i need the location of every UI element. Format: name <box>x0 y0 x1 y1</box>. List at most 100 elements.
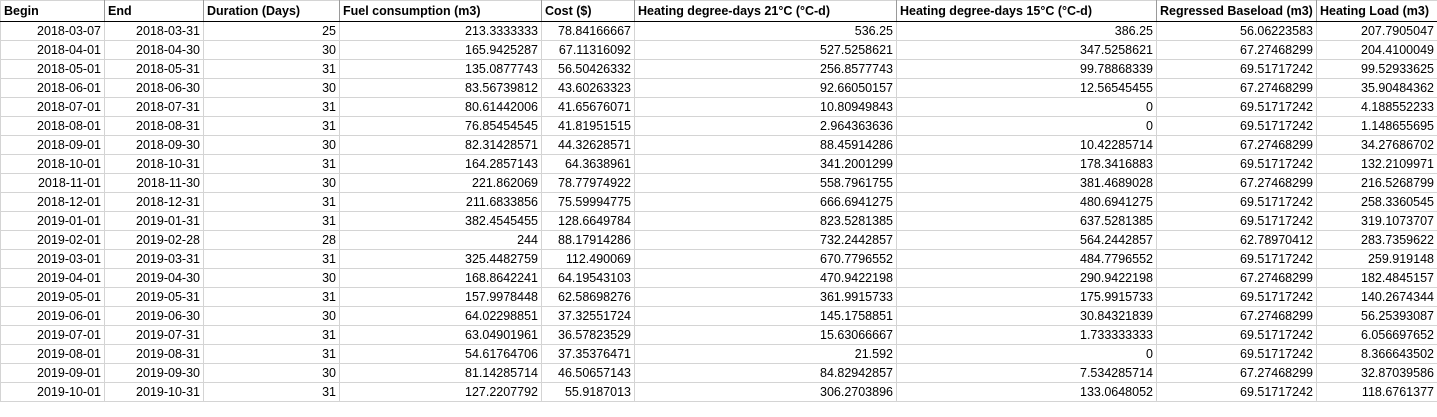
end-cell[interactable]: 2018-03-31 <box>104 21 204 41</box>
cost-cell[interactable]: 46.50657143 <box>541 363 635 383</box>
end-cell[interactable]: 2018-04-30 <box>104 40 204 60</box>
begin-cell[interactable]: 2018-06-01 <box>0 78 105 98</box>
regressed-baseload-cell[interactable]: 69.51717242 <box>1156 287 1317 307</box>
duration-cell[interactable]: 30 <box>203 363 340 383</box>
hdd-21-cell[interactable]: 823.5281385 <box>634 211 897 231</box>
begin-cell[interactable]: 2019-05-01 <box>0 287 105 307</box>
regressed-baseload-cell[interactable]: 67.27468299 <box>1156 135 1317 155</box>
end-cell[interactable]: 2019-04-30 <box>104 268 204 288</box>
cost-cell[interactable]: 37.32551724 <box>541 306 635 326</box>
end-cell[interactable]: 2019-01-31 <box>104 211 204 231</box>
column-header-fuel-consumption[interactable]: Fuel consumption (m3) <box>339 0 542 22</box>
end-cell[interactable]: 2018-08-31 <box>104 116 204 136</box>
heating-load-cell[interactable]: 258.3360545 <box>1316 192 1437 212</box>
hdd-15-cell[interactable]: 564.2442857 <box>896 230 1157 250</box>
fuel-consumption-cell[interactable]: 54.61764706 <box>339 344 542 364</box>
duration-cell[interactable]: 30 <box>203 268 340 288</box>
hdd-21-cell[interactable]: 15.63066667 <box>634 325 897 345</box>
end-cell[interactable]: 2018-10-31 <box>104 154 204 174</box>
fuel-consumption-cell[interactable]: 82.31428571 <box>339 135 542 155</box>
regressed-baseload-cell[interactable]: 56.06223583 <box>1156 21 1317 41</box>
cost-cell[interactable]: 88.17914286 <box>541 230 635 250</box>
begin-cell[interactable]: 2019-09-01 <box>0 363 105 383</box>
regressed-baseload-cell[interactable]: 67.27468299 <box>1156 78 1317 98</box>
regressed-baseload-cell[interactable]: 69.51717242 <box>1156 154 1317 174</box>
column-header-cost[interactable]: Cost ($) <box>541 0 635 22</box>
hdd-21-cell[interactable]: 536.25 <box>634 21 897 41</box>
begin-cell[interactable]: 2019-01-01 <box>0 211 105 231</box>
heating-load-cell[interactable]: 182.4845157 <box>1316 268 1437 288</box>
regressed-baseload-cell[interactable]: 69.51717242 <box>1156 382 1317 402</box>
hdd-15-cell[interactable]: 484.7796552 <box>896 249 1157 269</box>
fuel-consumption-cell[interactable]: 157.9978448 <box>339 287 542 307</box>
fuel-consumption-cell[interactable]: 213.3333333 <box>339 21 542 41</box>
hdd-15-cell[interactable]: 30.84321839 <box>896 306 1157 326</box>
end-cell[interactable]: 2019-07-31 <box>104 325 204 345</box>
end-cell[interactable]: 2018-05-31 <box>104 59 204 79</box>
hdd-15-cell[interactable]: 7.534285714 <box>896 363 1157 383</box>
heating-load-cell[interactable]: 283.7359622 <box>1316 230 1437 250</box>
hdd-21-cell[interactable]: 10.80949843 <box>634 97 897 117</box>
column-header-duration[interactable]: Duration (Days) <box>203 0 340 22</box>
heating-load-cell[interactable]: 4.188552233 <box>1316 97 1437 117</box>
duration-cell[interactable]: 31 <box>203 116 340 136</box>
cost-cell[interactable]: 56.50426332 <box>541 59 635 79</box>
cost-cell[interactable]: 128.6649784 <box>541 211 635 231</box>
regressed-baseload-cell[interactable]: 69.51717242 <box>1156 97 1317 117</box>
hdd-15-cell[interactable]: 386.25 <box>896 21 1157 41</box>
regressed-baseload-cell[interactable]: 67.27468299 <box>1156 268 1317 288</box>
heating-load-cell[interactable]: 216.5268799 <box>1316 173 1437 193</box>
cost-cell[interactable]: 43.60263323 <box>541 78 635 98</box>
cost-cell[interactable]: 64.19543103 <box>541 268 635 288</box>
fuel-consumption-cell[interactable]: 325.4482759 <box>339 249 542 269</box>
heating-load-cell[interactable]: 35.90484362 <box>1316 78 1437 98</box>
heating-load-cell[interactable]: 8.366643502 <box>1316 344 1437 364</box>
column-header-hdd-15[interactable]: Heating degree-days 15°C (°C-d) <box>896 0 1157 22</box>
duration-cell[interactable]: 30 <box>203 173 340 193</box>
begin-cell[interactable]: 2018-03-07 <box>0 21 105 41</box>
cost-cell[interactable]: 78.77974922 <box>541 173 635 193</box>
heating-load-cell[interactable]: 207.7905047 <box>1316 21 1437 41</box>
duration-cell[interactable]: 30 <box>203 78 340 98</box>
hdd-15-cell[interactable]: 290.9422198 <box>896 268 1157 288</box>
end-cell[interactable]: 2018-09-30 <box>104 135 204 155</box>
duration-cell[interactable]: 31 <box>203 287 340 307</box>
hdd-21-cell[interactable]: 666.6941275 <box>634 192 897 212</box>
regressed-baseload-cell[interactable]: 69.51717242 <box>1156 211 1317 231</box>
heating-load-cell[interactable]: 204.4100049 <box>1316 40 1437 60</box>
duration-cell[interactable]: 31 <box>203 97 340 117</box>
hdd-15-cell[interactable]: 178.3416883 <box>896 154 1157 174</box>
end-cell[interactable]: 2019-08-31 <box>104 344 204 364</box>
fuel-consumption-cell[interactable]: 382.4545455 <box>339 211 542 231</box>
regressed-baseload-cell[interactable]: 69.51717242 <box>1156 59 1317 79</box>
column-header-heating-load[interactable]: Heating Load (m3) <box>1316 0 1437 22</box>
heating-load-cell[interactable]: 99.52933625 <box>1316 59 1437 79</box>
fuel-consumption-cell[interactable]: 221.862069 <box>339 173 542 193</box>
cost-cell[interactable]: 41.65676071 <box>541 97 635 117</box>
regressed-baseload-cell[interactable]: 67.27468299 <box>1156 40 1317 60</box>
hdd-21-cell[interactable]: 2.964363636 <box>634 116 897 136</box>
column-header-regressed-baseload[interactable]: Regressed Baseload (m3) <box>1156 0 1317 22</box>
regressed-baseload-cell[interactable]: 69.51717242 <box>1156 344 1317 364</box>
begin-cell[interactable]: 2019-02-01 <box>0 230 105 250</box>
duration-cell[interactable]: 31 <box>203 382 340 402</box>
hdd-15-cell[interactable]: 0 <box>896 97 1157 117</box>
hdd-15-cell[interactable]: 347.5258621 <box>896 40 1157 60</box>
fuel-consumption-cell[interactable]: 244 <box>339 230 542 250</box>
heating-load-cell[interactable]: 319.1073707 <box>1316 211 1437 231</box>
begin-cell[interactable]: 2018-07-01 <box>0 97 105 117</box>
duration-cell[interactable]: 31 <box>203 249 340 269</box>
hdd-15-cell[interactable]: 1.733333333 <box>896 325 1157 345</box>
fuel-consumption-cell[interactable]: 63.04901961 <box>339 325 542 345</box>
end-cell[interactable]: 2018-12-31 <box>104 192 204 212</box>
heating-load-cell[interactable]: 259.919148 <box>1316 249 1437 269</box>
fuel-consumption-cell[interactable]: 127.2207792 <box>339 382 542 402</box>
hdd-21-cell[interactable]: 558.7961755 <box>634 173 897 193</box>
cost-cell[interactable]: 41.81951515 <box>541 116 635 136</box>
regressed-baseload-cell[interactable]: 69.51717242 <box>1156 116 1317 136</box>
duration-cell[interactable]: 25 <box>203 21 340 41</box>
cost-cell[interactable]: 55.9187013 <box>541 382 635 402</box>
heating-load-cell[interactable]: 1.148655695 <box>1316 116 1437 136</box>
duration-cell[interactable]: 31 <box>203 154 340 174</box>
hdd-15-cell[interactable]: 480.6941275 <box>896 192 1157 212</box>
